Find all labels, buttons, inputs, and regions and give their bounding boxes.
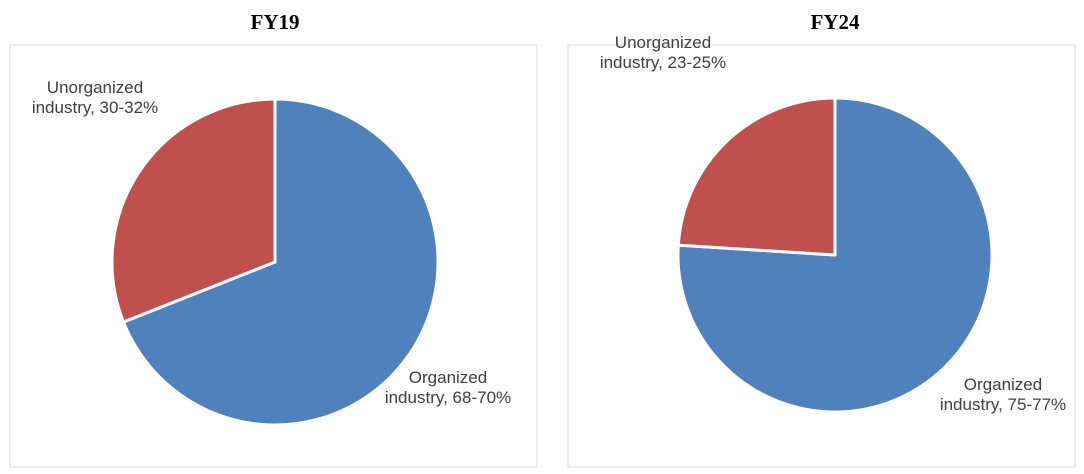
value-label: 75-77% (1007, 395, 1067, 414)
pie-slice (110, 97, 277, 324)
panel (567, 44, 1076, 468)
category-name: Organized industry (384, 368, 488, 407)
data-label: Unorganized industry, 23-25% (599, 33, 727, 72)
chart-title: FY19 (251, 10, 300, 34)
category-name: Unorganized industry (31, 78, 144, 117)
panel (9, 44, 538, 468)
pie-slice (676, 96, 837, 257)
category-name: Organized industry (939, 375, 1043, 414)
data-label: Unorganized industry, 30-32% (31, 78, 159, 117)
chart-title: FY24 (811, 10, 860, 34)
data-label: Organized industry, 68-70% (384, 368, 512, 407)
pie-slice (121, 97, 440, 427)
value-label: 68-70% (452, 388, 512, 407)
category-name: Unorganized industry (599, 33, 712, 72)
value-label: 23-25% (667, 53, 727, 72)
pie-slice (676, 96, 994, 414)
data-label: Organized industry, 75-77% (939, 375, 1067, 414)
value-label: 30-32% (99, 98, 159, 117)
